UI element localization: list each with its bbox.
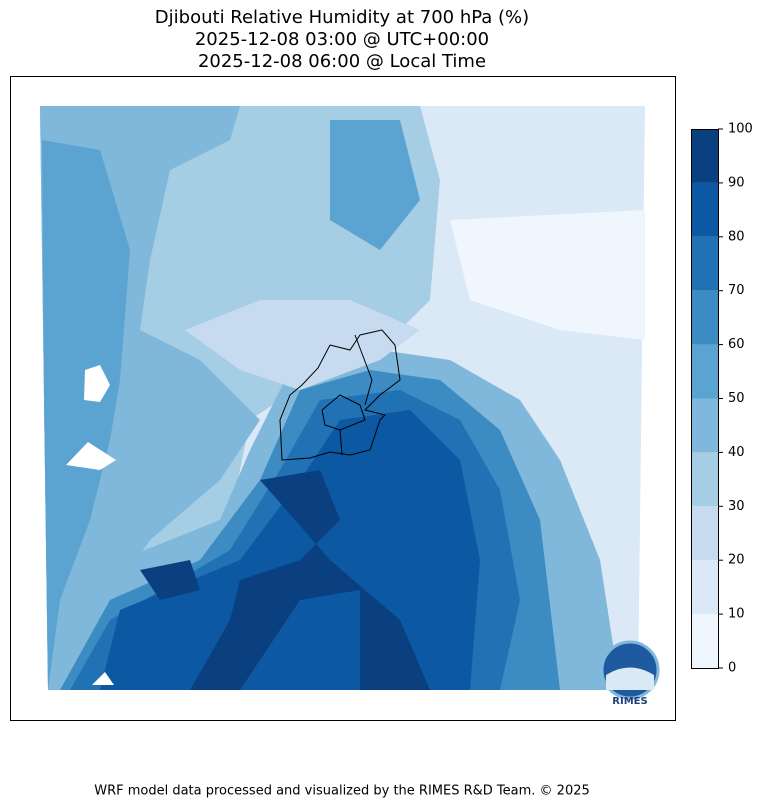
colorbar-tick-label: 0: [728, 661, 736, 676]
border: [279, 329, 401, 461]
colorbar-tick-label: 20: [728, 553, 745, 568]
colorbar-tick-label: 50: [728, 391, 745, 406]
logo: RIMES: [600, 640, 660, 707]
colorbar-tick-label: 80: [728, 229, 745, 244]
title-line: Djibouti Relative Humidity at 700 hPa (%…: [155, 7, 529, 28]
field: [140, 560, 200, 600]
field: [42, 140, 130, 690]
colorbar-tick-label: 30: [728, 499, 745, 514]
colorbar-tick-label: 60: [728, 337, 745, 352]
colorbar-bin: [691, 560, 718, 615]
logo-wave: [606, 667, 654, 690]
border: [339, 429, 343, 456]
colorbar-tick-label: 100: [728, 122, 753, 137]
footer: WRF model data processed and visualized …: [94, 784, 590, 799]
colorbar-tick-label: 70: [728, 283, 745, 298]
colorbar-bin: [691, 614, 718, 668]
colorbar-bin: [691, 344, 718, 399]
colorbar-bin: [691, 398, 718, 453]
title-line: 2025-12-08 03:00 @ UTC+00:00: [195, 29, 489, 50]
colorbar-bin: [691, 452, 718, 507]
logo-text: RIMES: [612, 696, 647, 707]
map: [10, 76, 676, 721]
field: [190, 470, 430, 690]
colorbar-bin: [691, 236, 718, 291]
border: [279, 329, 401, 461]
field: [450, 210, 645, 340]
colorbar-bin: [691, 182, 718, 237]
colorbar-tick-label: 10: [728, 607, 745, 622]
border: [321, 394, 366, 431]
gap: [84, 365, 110, 402]
field: [185, 300, 420, 390]
field: [330, 120, 420, 250]
colorbar: 0 10 20 30 40 50 60 70 80 90 100: [691, 122, 753, 676]
colorbar-bin: [691, 290, 718, 345]
title-line: 2025-12-08 06:00 @ Local Time: [198, 51, 486, 72]
colorbar-bin: [691, 506, 718, 561]
gap: [66, 442, 116, 470]
border: [354, 334, 373, 406]
colorbar-bin: [691, 129, 718, 183]
colorbar-tick-label: 90: [728, 175, 745, 190]
gap: [92, 672, 114, 685]
colorbar-tick-label: 40: [728, 445, 745, 460]
